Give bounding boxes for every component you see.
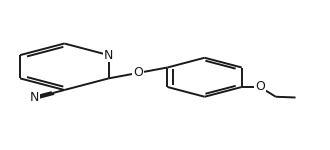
Text: N: N [30,91,39,104]
Text: O: O [133,66,143,80]
Text: N: N [104,49,113,62]
Text: O: O [255,81,265,93]
